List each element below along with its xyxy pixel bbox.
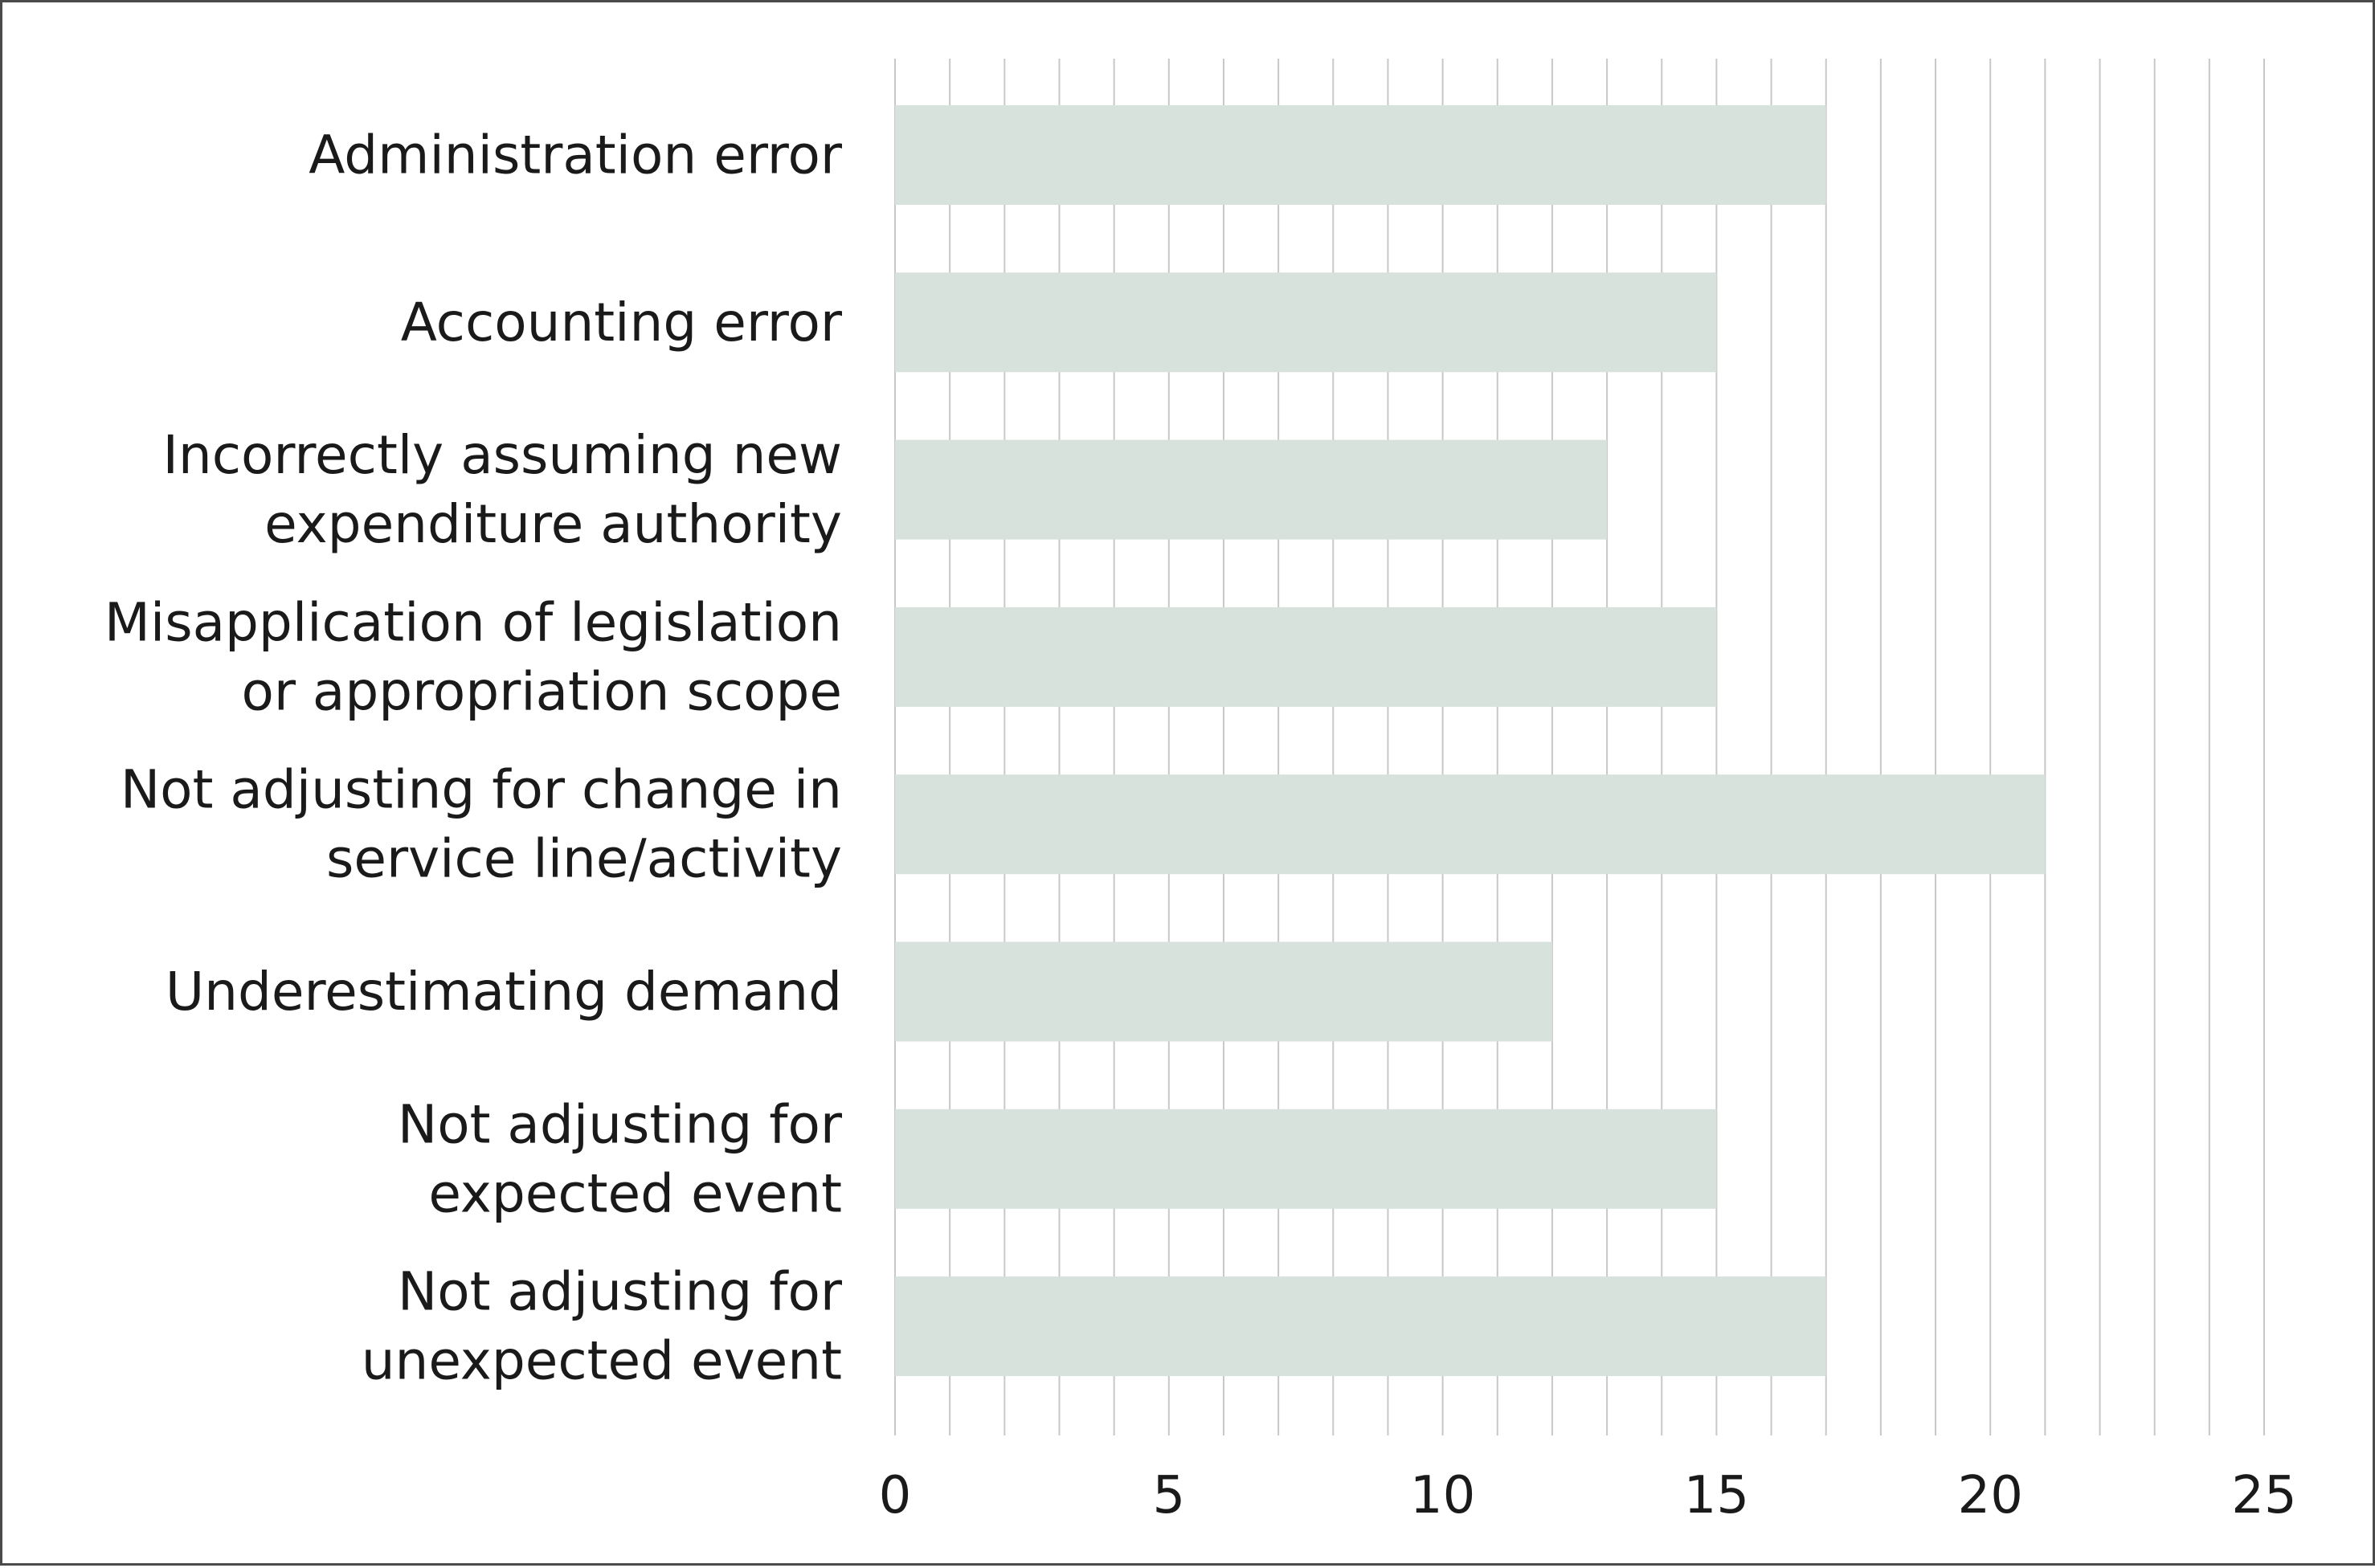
bar <box>895 606 1717 707</box>
bar <box>895 272 1717 373</box>
x-tick-label: 20 <box>1957 1466 2022 1525</box>
category-label-line: service line/activity <box>326 828 842 890</box>
bar <box>895 1109 1717 1209</box>
x-axis-ticks: 0 5 10 15 20 25 <box>879 1466 2297 1525</box>
category-label-line: expected event <box>428 1162 842 1224</box>
category-label: Incorrectly assuming new expenditure auth… <box>162 424 842 555</box>
category-label-line: Not adjusting for <box>398 1093 843 1155</box>
category-label-line: Administration error <box>309 125 843 186</box>
category-label: Accounting error <box>401 292 843 353</box>
category-label-line: expenditure authority <box>264 493 842 555</box>
x-tick-label: 25 <box>2231 1466 2296 1525</box>
x-tick-label: 15 <box>1684 1466 1749 1525</box>
category-label-line: Not adjusting for <box>398 1261 843 1323</box>
bar <box>895 1276 1826 1377</box>
category-label-line: Misapplication of legislation <box>104 591 842 653</box>
category-label-line: Accounting error <box>401 292 843 353</box>
bar <box>895 105 1826 205</box>
x-tick-label: 0 <box>879 1466 912 1525</box>
grid-lines <box>894 59 2265 1435</box>
category-label: Not adjusting for change in service line/… <box>121 759 842 890</box>
category-label: Underestimating demand <box>166 961 842 1023</box>
bar <box>895 941 1552 1042</box>
category-label-line: or appropriation scope <box>241 660 842 722</box>
category-label-line: unexpected event <box>362 1330 842 1392</box>
bar <box>895 439 1608 540</box>
bars <box>895 105 2046 1377</box>
category-label: Not adjusting for unexpected event <box>362 1261 843 1392</box>
category-label: Administration error <box>309 125 843 186</box>
x-tick-label: 5 <box>1152 1466 1185 1525</box>
category-label: Not adjusting for expected event <box>398 1093 843 1224</box>
category-label-line: Underestimating demand <box>166 961 842 1023</box>
category-label-line: Incorrectly assuming new <box>162 424 842 486</box>
category-label: Misapplication of legislation or appropri… <box>104 591 842 722</box>
category-label-line: Not adjusting for change in <box>121 759 842 821</box>
category-labels: Administration error Accounting error Inco… <box>104 125 843 1392</box>
x-tick-label: 10 <box>1410 1466 1475 1525</box>
bar <box>895 774 2046 875</box>
